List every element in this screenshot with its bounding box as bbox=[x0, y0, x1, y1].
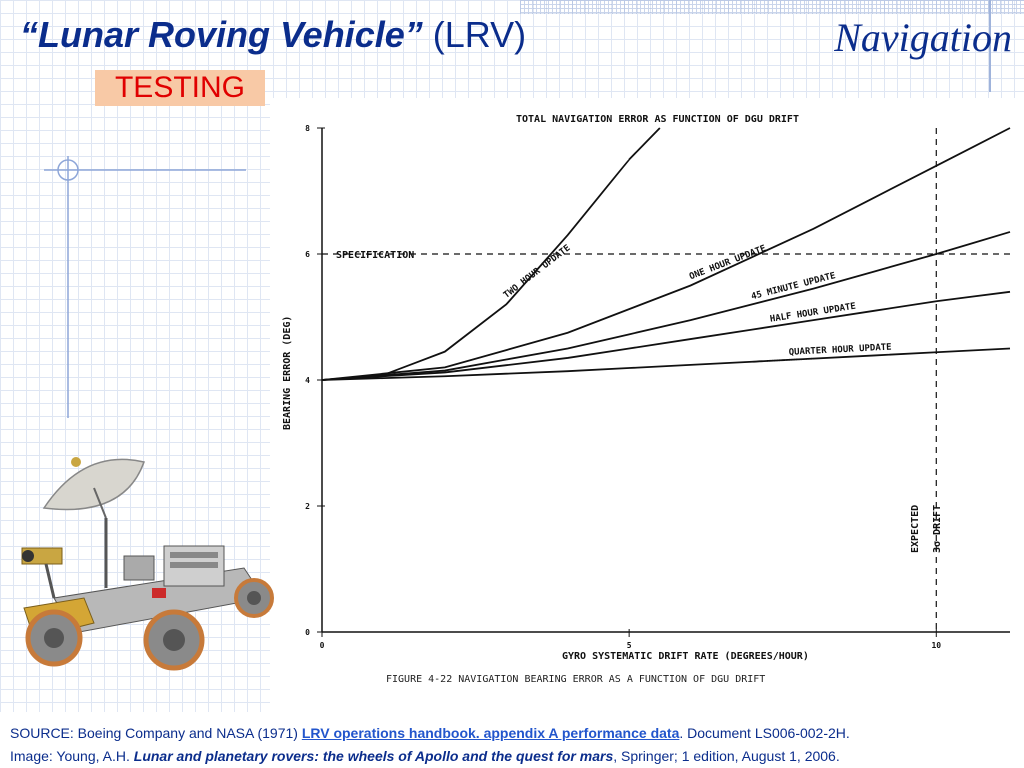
lunar-rover-illustration bbox=[21, 457, 274, 671]
x-axis-label: GYRO SYSTEMATIC DRIFT RATE (DEGREES/HOUR… bbox=[562, 651, 809, 662]
source-suffix: . Document LS006-002-2H. bbox=[679, 725, 850, 741]
series-label-two-hour-update: TWO HOUR UPDATE bbox=[502, 243, 573, 300]
decorative-vertical-line bbox=[989, 0, 991, 92]
testing-badge: TESTING bbox=[95, 70, 265, 106]
chassis-icon bbox=[23, 545, 265, 639]
image-credit-suffix: , Springer; 1 edition, August 1, 2006. bbox=[613, 748, 840, 764]
title-abbreviation: (LRV) bbox=[432, 14, 527, 55]
source-line: SOURCE: Boeing Company and NASA (1971) L… bbox=[10, 722, 1024, 745]
chart-title: TOTAL NAVIGATION ERROR AS FUNCTION OF DG… bbox=[516, 114, 799, 125]
handbook-link[interactable]: LRV operations handbook. appendix A perf… bbox=[301, 725, 680, 741]
series-line-quarter-hour-update bbox=[321, 347, 1011, 381]
y-tick-label: 4 bbox=[305, 376, 310, 385]
antenna-icon bbox=[42, 457, 145, 588]
three-sigma-drift-label: 3σ DRIFT bbox=[932, 505, 943, 553]
series-label-one-hour-update: ONE HOUR UPDATE bbox=[688, 244, 767, 283]
decorative-grid-strip bbox=[520, 0, 1024, 14]
wheel-icon bbox=[25, 578, 274, 671]
x-tick-label: 0 bbox=[320, 641, 325, 650]
plot-area: 0 2 4 6 8 0 5 10 TWO HOUR UPDATE ONE HOUR UPDATE4… bbox=[305, 124, 1011, 650]
camera-icon bbox=[21, 547, 63, 599]
title-main: “Lunar Roving Vehicle” bbox=[20, 14, 423, 55]
slide-title: “Lunar Roving Vehicle” (LRV) bbox=[20, 14, 526, 56]
y-axis-label: BEARING ERROR (DEG) bbox=[282, 316, 293, 430]
series-label-half-hour-update: HALF HOUR UPDATE bbox=[769, 302, 856, 325]
y-tick-label: 2 bbox=[305, 502, 310, 511]
crosshair-ornament bbox=[44, 156, 246, 418]
expected-label: EXPECTED bbox=[910, 505, 921, 553]
image-credit-prefix: Image: Young, A.H. bbox=[10, 748, 134, 764]
y-tick-label: 8 bbox=[305, 124, 310, 133]
source-citation: SOURCE: Boeing Company and NASA (1971) L… bbox=[0, 712, 1024, 768]
navigation-error-figure: TOTAL NAVIGATION ERROR AS FUNCTION OF DG… bbox=[270, 98, 1024, 712]
book-title: Lunar and planetary rovers: the wheels o… bbox=[133, 748, 614, 764]
x-tick-label: 5 bbox=[627, 641, 632, 650]
y-tick-label: 6 bbox=[305, 250, 310, 259]
series-label-45-minute-update: 45 MINUTE UPDATE bbox=[750, 271, 836, 302]
section-title: Navigation bbox=[834, 15, 1012, 60]
source-prefix: SOURCE: Boeing Company and NASA (1971) bbox=[10, 725, 302, 741]
y-tick-label: 0 bbox=[305, 628, 310, 637]
x-tick-label: 10 bbox=[931, 641, 941, 650]
image-credit-line: Image: Young, A.H. Lunar and planetary r… bbox=[10, 745, 1024, 768]
figure-caption: FIGURE 4-22 NAVIGATION BEARING ERROR AS … bbox=[386, 674, 765, 685]
specification-label: SPECIFICATION bbox=[336, 250, 414, 261]
chart-svg: TOTAL NAVIGATION ERROR AS FUNCTION OF DG… bbox=[282, 114, 1011, 685]
